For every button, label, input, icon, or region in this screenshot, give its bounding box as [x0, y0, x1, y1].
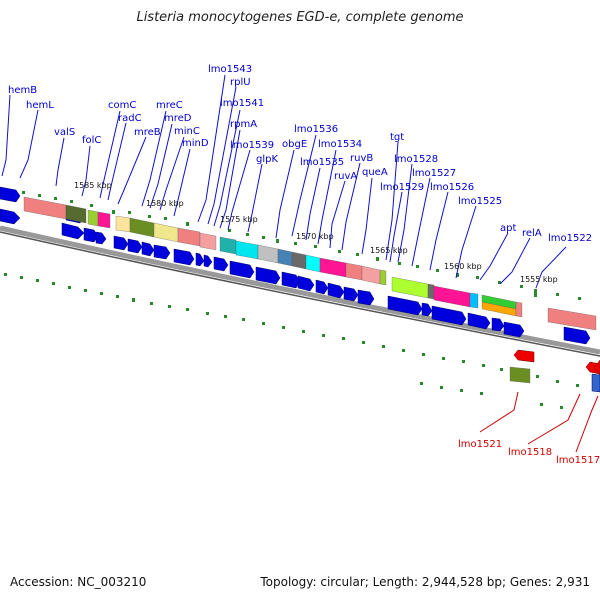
gene-arrow: [357, 289, 375, 306]
gene-label: folC: [82, 135, 101, 146]
gene-arrow: [421, 302, 433, 317]
gene-label: hemB: [8, 85, 37, 96]
gene-arrow: [141, 241, 155, 257]
gene-arrow: [387, 295, 423, 316]
gene-arrow: [503, 321, 525, 338]
gene-arrow: [213, 256, 229, 272]
gene-arrow: [61, 222, 85, 240]
gene-arrow: [229, 260, 255, 279]
gene-arrow: [0, 208, 21, 225]
gene-arrow: [255, 266, 281, 285]
gene-label: valS: [54, 127, 75, 138]
gene-label: mreB: [134, 127, 161, 138]
ruler-label: 1555 kbp: [520, 275, 558, 284]
gene-label: lmo1521: [458, 439, 502, 450]
gene-arrow: [563, 326, 591, 345]
gene-label: lmo1527: [412, 168, 456, 179]
gene-label: obgE: [282, 139, 307, 150]
upper-tick-track: [22, 191, 581, 300]
gene-arrow: [593, 359, 600, 376]
gene-arrow: [431, 305, 467, 326]
feature-blocks[interactable]: [23, 196, 597, 384]
gene-arrow: [467, 312, 491, 330]
map-title: Listeria monocytogenes EGD-e, complete g…: [136, 10, 464, 25]
gene-arrow: [195, 252, 205, 267]
gene-label: radC: [118, 113, 142, 124]
ruler-labels: 1585 kbp 1580 kbp 1575 kbp 1570 kbp 1565…: [74, 181, 558, 284]
accession-text: Accession: NC_003210: [10, 575, 147, 589]
genome-backbone: [0, 225, 600, 355]
gene-label-leaders: [1, 74, 567, 289]
gene-label: mreD: [164, 113, 192, 124]
gene-label: lmo1526: [430, 182, 474, 193]
gene-arrow: [315, 279, 329, 295]
gene-label: lmo1517: [556, 455, 600, 466]
ruler-label: 1565 kbp: [370, 246, 408, 255]
gene-arrow: [95, 231, 107, 245]
gene-label: minC: [174, 126, 200, 137]
gene-label: apt: [500, 223, 516, 234]
gene-arrow: [297, 275, 315, 292]
gene-label: lmo1518: [508, 447, 552, 458]
gene-label: ruvB: [350, 153, 373, 164]
gene-label: ruvA: [334, 171, 357, 182]
gene-arrow: [343, 286, 359, 302]
gene-label: lmo1539: [230, 140, 274, 151]
gene-arrow: [513, 349, 535, 363]
gene-arrow: [153, 244, 171, 260]
gene-label: minD: [182, 138, 209, 149]
gene-label: relA: [522, 228, 542, 239]
gene-label: hemL: [26, 100, 54, 111]
gene-arrow: [491, 317, 505, 332]
gene-arrow: [281, 271, 301, 289]
genome-backbone-shadow: [0, 231, 600, 357]
gene-label: lmo1528: [394, 154, 438, 165]
ruler-label: 1580 kbp: [146, 199, 184, 208]
gene-label: lmo1535: [300, 157, 344, 168]
ruler-label: 1570 kbp: [296, 232, 334, 241]
gene-labels[interactable]: hemB hemL valS folC comC radC mreB mreC …: [8, 64, 592, 244]
gene-label: lmo1525: [458, 196, 502, 207]
gene-label: comC: [108, 100, 136, 111]
gene-label: lmo1541: [220, 98, 264, 109]
gene-label: mreC: [156, 100, 183, 111]
gene-label: lmo1543: [208, 64, 252, 75]
ruler-label: 1575 kbp: [220, 215, 258, 224]
gene-label: glpK: [256, 154, 278, 165]
ruler-label: 1560 kbp: [444, 262, 482, 271]
reverse-gene-label-leaders: [479, 391, 599, 453]
ruler-label: 1585 kbp: [74, 181, 112, 190]
gene-arrow: [127, 238, 143, 254]
gene-label: rplU: [230, 77, 251, 88]
gene-arrow: [113, 235, 129, 251]
gene-label: tgt: [390, 132, 404, 143]
lower-tick-track: [4, 273, 599, 409]
gene-label: lmo1522: [548, 233, 592, 244]
gene-label: queA: [362, 167, 388, 178]
topology-text: Topology: circular; Length: 2,944,528 bp…: [260, 575, 590, 589]
gene-label: lmo1534: [318, 139, 362, 150]
gene-label: rpmA: [230, 119, 257, 130]
gene-arrow: [327, 282, 345, 299]
gene-arrow: [591, 373, 600, 393]
gene-arrow: [173, 248, 195, 266]
reverse-gene-track[interactable]: [513, 349, 600, 376]
reverse-gene-labels[interactable]: lmo1521 lmo1518 lmo1517: [458, 439, 600, 466]
gene-arrow: [0, 186, 21, 203]
gene-arrow: [203, 254, 213, 268]
gene-label: lmo1529: [380, 182, 424, 193]
gene-label: lmo1536: [294, 124, 338, 135]
